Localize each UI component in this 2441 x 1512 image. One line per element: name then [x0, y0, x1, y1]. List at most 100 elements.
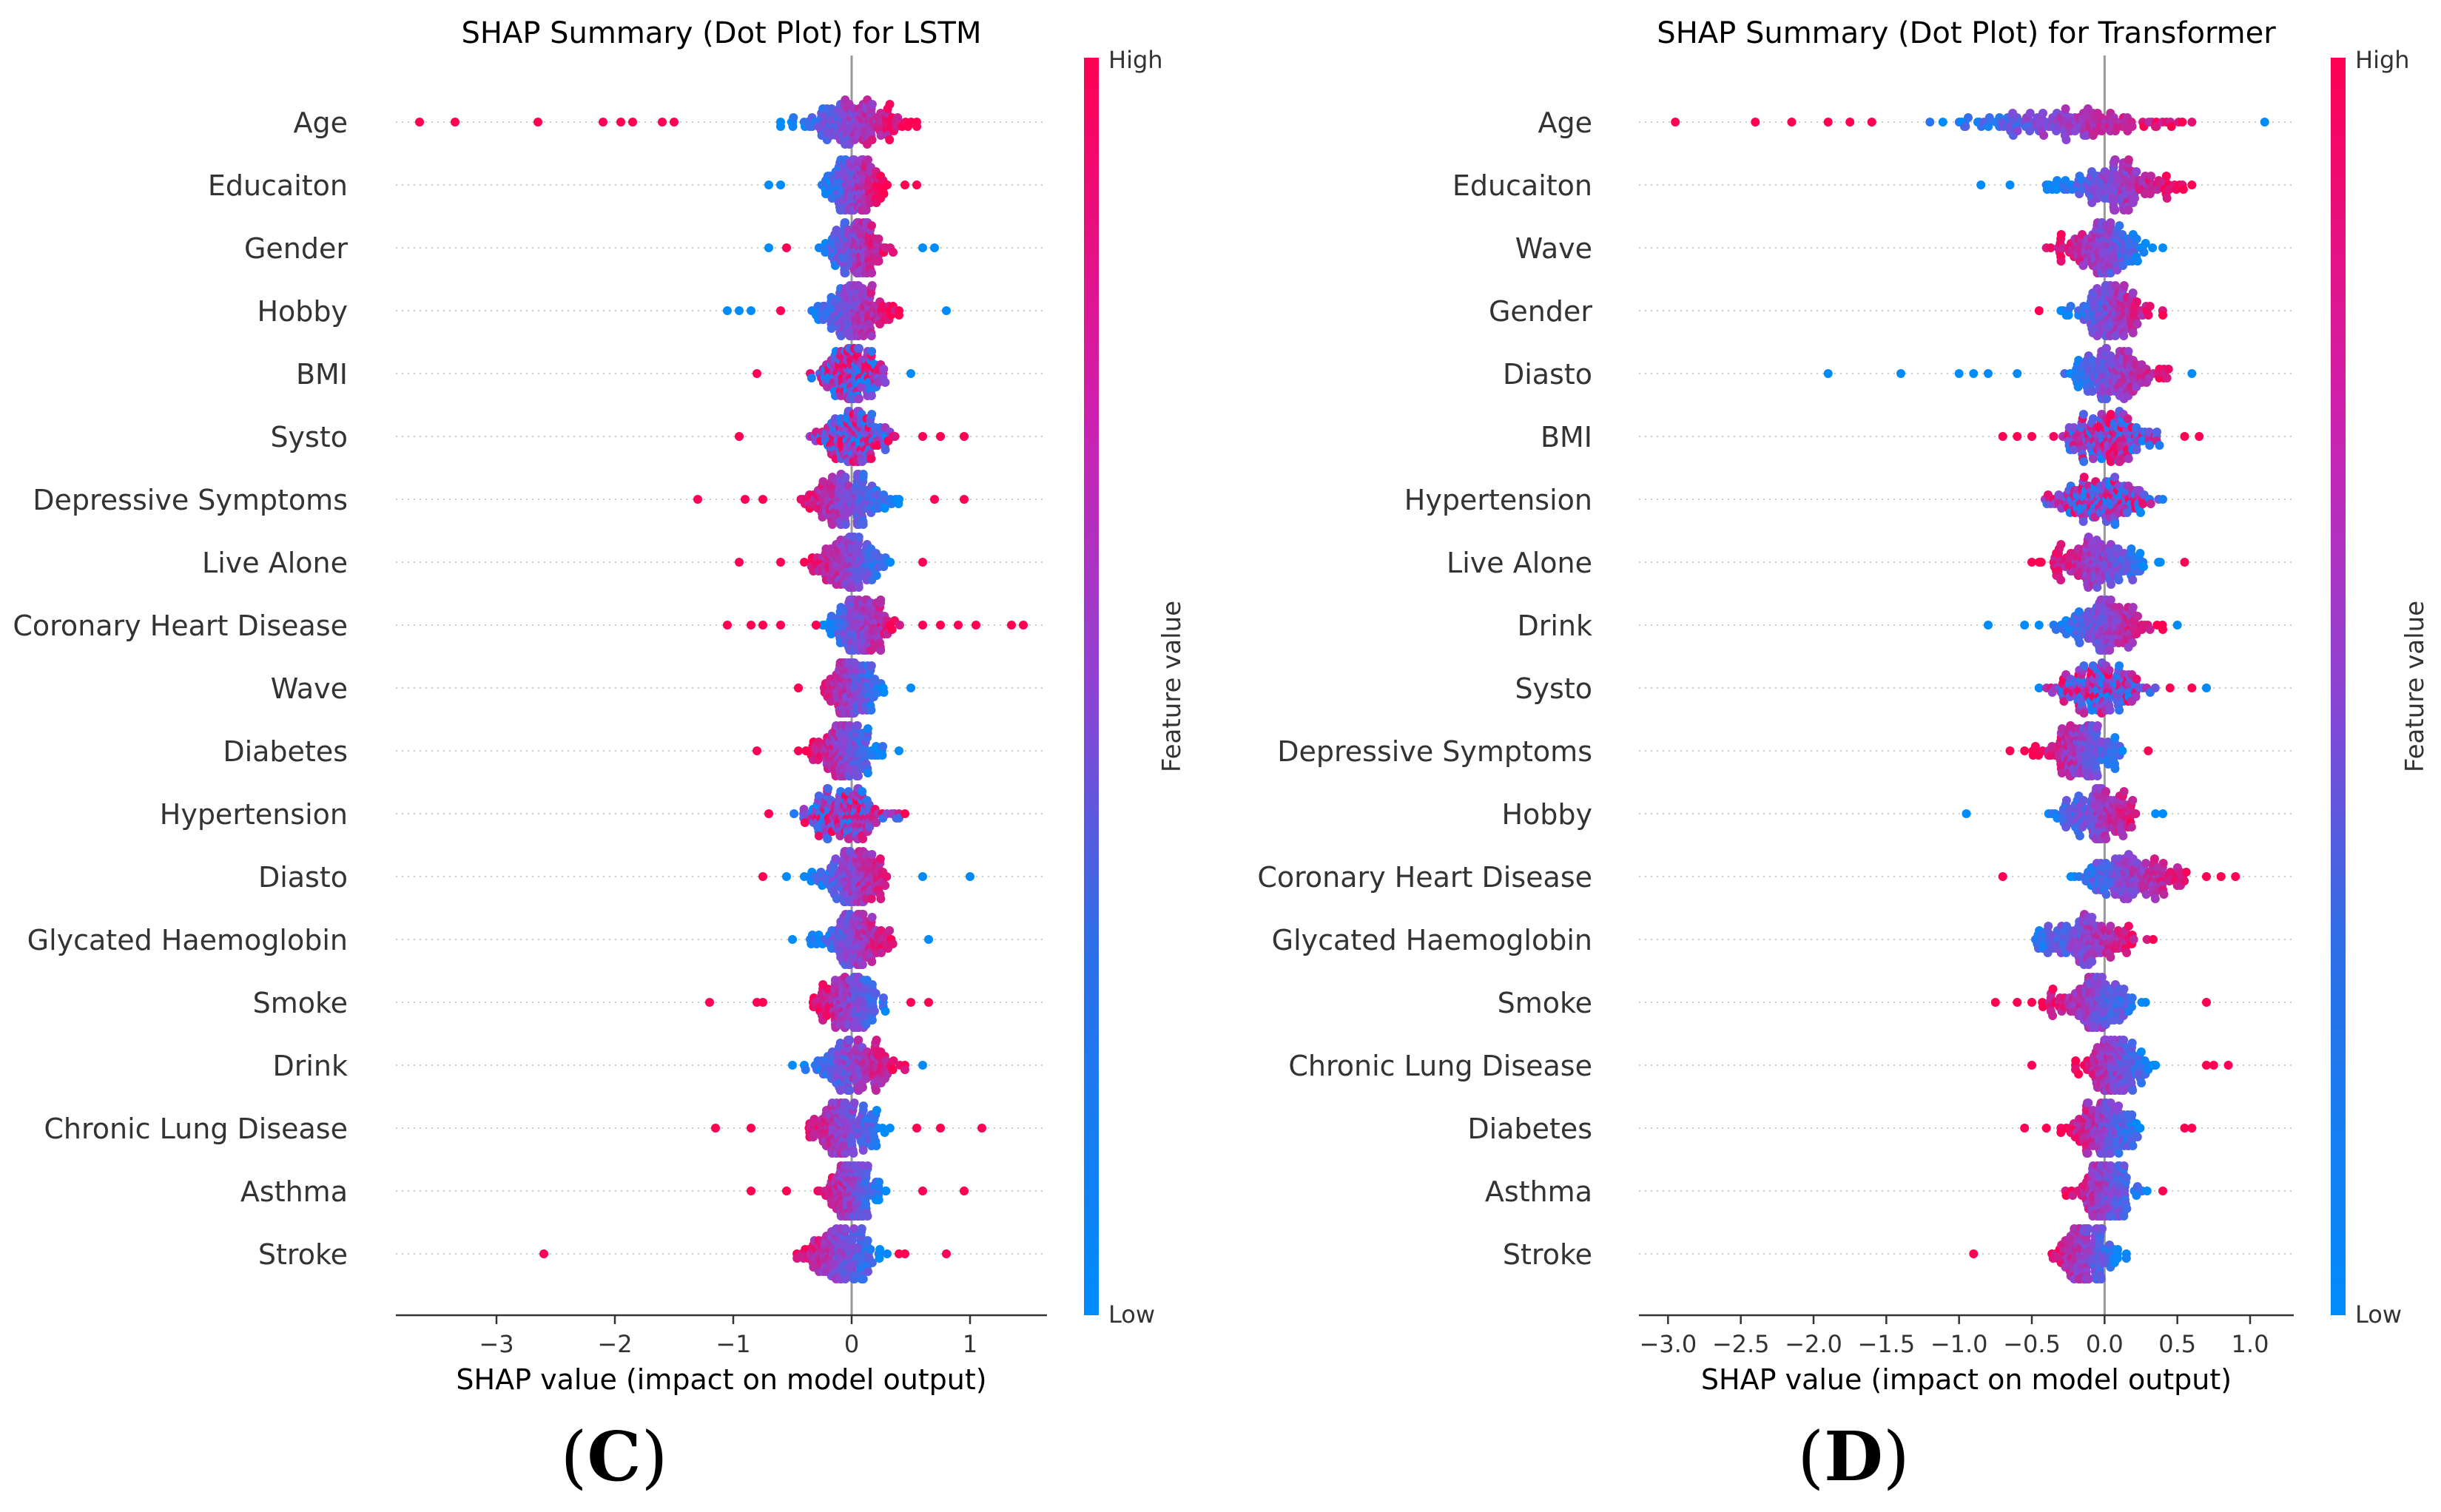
shap-dot	[2027, 558, 2036, 567]
shap-dot	[2075, 831, 2084, 840]
shap-dot	[1007, 621, 1016, 630]
shap-dot	[693, 495, 702, 504]
shap-dot	[2089, 454, 2098, 463]
shap-dot	[2078, 410, 2088, 419]
shap-dot	[875, 1254, 884, 1263]
shap-dot	[866, 661, 876, 670]
feature-label: Chronic Lung Disease	[44, 1113, 348, 1145]
shap-dot	[2162, 194, 2172, 203]
shap-dot	[873, 441, 883, 450]
shap-dot	[2178, 118, 2187, 126]
shap-dot	[881, 1007, 890, 1016]
shap-dot	[960, 495, 969, 504]
shap-dot	[794, 684, 803, 692]
feature-label: Hobby	[1501, 798, 1592, 831]
shap-dot	[2119, 787, 2129, 796]
shap-dot	[2114, 576, 2124, 584]
shap-dot	[858, 787, 867, 796]
shap-dot	[906, 369, 915, 378]
shap-dot	[711, 1124, 720, 1133]
shap-dot	[872, 571, 881, 580]
shap-dot	[2132, 234, 2141, 243]
shap-dot	[2061, 796, 2071, 805]
shap-dot	[814, 792, 824, 800]
feature-row-dots	[693, 470, 969, 529]
feature-row-dots	[764, 218, 939, 277]
shap-dot	[1998, 432, 2007, 441]
feature-label: Stroke	[258, 1238, 348, 1271]
shap-dot	[776, 558, 785, 567]
shap-dot	[2110, 206, 2120, 215]
shap-dot	[2158, 495, 2167, 504]
shap-dot	[863, 1161, 872, 1170]
shap-dot	[832, 894, 841, 903]
shap-dot	[883, 1249, 892, 1258]
feature-label: Wave	[271, 672, 348, 705]
colorbar	[1084, 58, 1099, 1315]
shap-dot	[2128, 603, 2138, 612]
shap-dot	[867, 100, 877, 109]
feature-row-dots	[752, 721, 903, 780]
feature-label: Depressive Symptoms	[1277, 735, 1592, 768]
shap-dot	[2088, 414, 2098, 423]
shap-dot	[858, 834, 868, 843]
colorbar-low-label: Low	[1108, 1300, 1155, 1329]
panel-d: SHAP Summary (Dot Plot) for TransformerA…	[1257, 16, 2430, 1396]
shap-dot	[2158, 311, 2167, 320]
shap-dot	[2013, 432, 2022, 441]
shap-dot	[936, 432, 945, 441]
shap-dot	[2195, 432, 2204, 441]
shap-dot	[2034, 306, 2044, 315]
shap-dot	[863, 769, 872, 777]
feature-label: Systo	[270, 421, 348, 453]
shap-dot	[863, 724, 872, 733]
shap-dot	[831, 854, 841, 863]
shap-dot	[854, 772, 863, 780]
shap-dot	[936, 1124, 945, 1133]
shap-dot	[875, 854, 885, 863]
shap-dot	[2079, 661, 2089, 670]
shap-dot	[2106, 218, 2115, 227]
shap-dot	[2155, 441, 2164, 450]
shap-dot	[872, 818, 881, 827]
shap-dot	[918, 432, 927, 441]
shap-dot	[2145, 302, 2155, 311]
shap-dot	[2115, 661, 2124, 670]
feature-label: Age	[1538, 107, 1593, 139]
shap-dot	[879, 688, 889, 697]
shap-dot	[747, 621, 755, 630]
shap-dot	[788, 1061, 797, 1070]
shap-dot	[885, 926, 895, 935]
feature-row-dots	[764, 155, 921, 215]
feature-label: Hypertension	[1404, 484, 1592, 516]
feature-label: BMI	[1541, 421, 1592, 453]
shap-dot	[863, 155, 872, 164]
shap-dot	[1984, 369, 1993, 378]
shap-dot	[858, 470, 868, 479]
shap-dot	[854, 394, 863, 403]
shap-dot	[2180, 558, 2189, 567]
shap-dot	[2105, 706, 2115, 715]
shap-dot	[628, 118, 637, 126]
shap-dot	[2132, 675, 2141, 684]
feature-label: Asthma	[240, 1175, 348, 1208]
shap-dot	[888, 939, 898, 948]
shap-dot	[812, 621, 821, 630]
shap-dot	[2158, 625, 2167, 634]
shap-dot	[867, 980, 877, 989]
shap-dot	[1962, 809, 1971, 818]
shap-dot	[670, 118, 679, 126]
shap-dot	[866, 391, 876, 400]
shap-dot	[881, 445, 890, 454]
shap-dot	[2144, 746, 2153, 755]
shap-dot	[960, 1187, 969, 1195]
shap-dot	[415, 118, 424, 126]
shap-dot	[539, 1249, 548, 1258]
shap-dot	[2101, 787, 2111, 796]
shap-dot	[451, 118, 459, 126]
shap-dot	[814, 831, 824, 840]
colorbar-high-label: High	[1108, 46, 1163, 74]
shap-dot	[1845, 118, 1855, 126]
shap-dot	[776, 180, 785, 189]
feature-row-dots	[723, 281, 951, 340]
